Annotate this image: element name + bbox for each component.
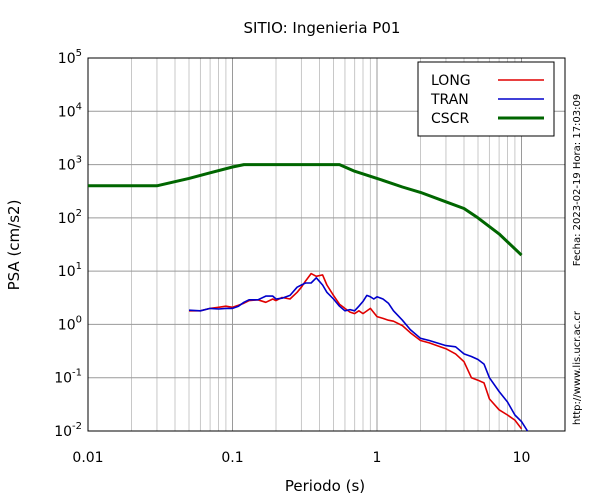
series-line-tran	[188, 276, 529, 432]
y-tick-label: 10-2	[54, 421, 82, 440]
y-tick-label: 103	[58, 155, 82, 174]
chart-title: SITIO: Ingenieria P01	[244, 19, 401, 37]
date-label: Fecha: 2023-02-19 Hora: 17:03:09	[572, 94, 583, 267]
legend: LONG TRAN CSCR	[417, 61, 555, 137]
legend-label: CSCR	[431, 111, 469, 127]
url-label: http://www.lis.ucr.ac.cr	[572, 310, 583, 425]
y-axis-label: PSA (cm/s2)	[5, 200, 23, 291]
x-tick-labels: 0.01 0.1 1 10	[72, 450, 530, 466]
y-tick-label: 102	[58, 208, 82, 227]
legend-label: TRAN	[430, 92, 469, 108]
y-tick-label: 104	[58, 101, 82, 120]
x-tick-label: 1	[373, 450, 382, 466]
grid	[88, 58, 565, 431]
series-line-cscr	[88, 163, 523, 257]
legend-label: LONG	[431, 73, 471, 89]
y-tick-label: 100	[58, 314, 82, 333]
series-line-long	[189, 272, 523, 430]
x-axis-label: Periodo (s)	[285, 477, 365, 495]
y-tick-labels: 10-2 10-1 100 101 102 103 104 105	[54, 48, 82, 440]
x-tick-label: 10	[513, 450, 531, 466]
x-tick-label: 0.1	[221, 450, 243, 466]
y-tick-label: 101	[58, 261, 82, 280]
x-tick-label: 0.01	[72, 450, 103, 466]
plot-frame	[87, 57, 566, 432]
y-tick-label: 105	[58, 48, 82, 67]
series-layer	[88, 163, 529, 432]
y-tick-label: 10-1	[54, 368, 82, 387]
